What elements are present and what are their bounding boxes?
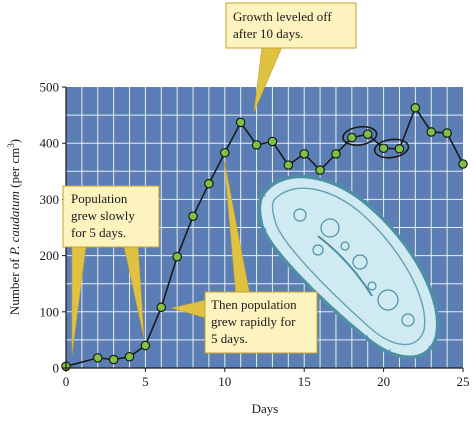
data-point (188, 211, 198, 222)
organelle (293, 208, 307, 222)
oral-groove (317, 235, 373, 297)
data-point (410, 102, 421, 113)
data-point (426, 127, 437, 137)
cilium (436, 297, 439, 302)
circled-group (373, 138, 410, 159)
cilium (425, 269, 429, 274)
cilium (387, 348, 391, 353)
callout-top-box (225, 2, 357, 49)
callout-slow-growth: Population grew slowly for 5 days. (62, 185, 160, 356)
x-tick-label: 0 (63, 374, 70, 389)
y-axis-label: Number of P. caudatum (per cm3) (6, 139, 22, 315)
cilium (366, 200, 369, 206)
callout-left-line1: Population (71, 191, 128, 206)
data-point (108, 354, 119, 365)
x-tick-label: 15 (298, 374, 311, 389)
cilium (318, 177, 323, 181)
cilium (276, 249, 281, 253)
y-axis-label-species: P. caudatum (7, 191, 22, 256)
data-point (220, 147, 230, 158)
cilium (436, 321, 441, 325)
cilium (279, 177, 283, 182)
data-point (347, 132, 357, 143)
x-tick-label: 5 (142, 374, 149, 389)
paramecium-cilia (257, 172, 441, 361)
paramecium-organelles (293, 208, 415, 327)
y-tick-label: 300 (40, 192, 60, 207)
data-point (283, 160, 294, 170)
organelle (340, 241, 350, 251)
paramecium-body (257, 174, 440, 359)
organelle (401, 313, 415, 327)
paramecium-illustration (257, 172, 441, 361)
cilium (257, 210, 261, 215)
data-point (362, 129, 373, 140)
y-axis-label-unit: (per cm (7, 148, 22, 191)
organelle (377, 289, 399, 311)
data-point (267, 136, 278, 147)
organelle (312, 244, 324, 256)
data-point (394, 144, 405, 154)
cilium (410, 355, 413, 361)
data-point (172, 251, 182, 262)
y-tick-label: 400 (40, 136, 60, 151)
cilium (389, 220, 393, 225)
cilium (298, 172, 301, 177)
callout-left-line3: for 5 days. (71, 225, 126, 240)
data-point (458, 159, 468, 169)
organelle (320, 218, 340, 238)
x-axis-label: Days (252, 401, 279, 416)
population-series (61, 102, 468, 372)
y-tick-label: 0 (53, 361, 60, 376)
data-point (235, 117, 246, 128)
callout-bottom-line2: grew rapidly for (211, 314, 296, 329)
callout-left-line2: grew slowly (71, 208, 135, 223)
cilium (428, 345, 433, 349)
cilium (264, 227, 267, 233)
data-point (315, 165, 325, 175)
callout-growth-leveled: Growth leveled off after 10 days. (225, 2, 357, 113)
organelle (367, 281, 377, 291)
y-tick-label: 100 (40, 304, 60, 319)
callout-bottom-line1: Then population (211, 297, 297, 312)
data-point (156, 302, 167, 313)
cilium (294, 273, 299, 277)
callout-bottom-box (204, 291, 318, 354)
circled-group (342, 125, 378, 146)
callout-top-line2: after 10 days. (233, 26, 303, 41)
y-tick-label: 500 (40, 80, 60, 95)
y-axis-label-main: Number of (7, 255, 22, 315)
x-tick-label: 25 (457, 374, 470, 389)
y-tick-label: 200 (40, 248, 60, 263)
data-point (92, 353, 103, 363)
cilium (341, 187, 346, 191)
data-point (140, 340, 151, 351)
callout-top-line1: Growth leveled off (233, 9, 332, 24)
x-tick-label: 20 (377, 374, 390, 389)
x-tick-label: 10 (218, 374, 231, 389)
cilium (318, 295, 321, 300)
cilium (341, 315, 345, 320)
data-point (331, 149, 341, 159)
callout-left-box (62, 185, 160, 248)
data-point (251, 140, 262, 150)
data-point (442, 128, 452, 138)
y-axis-label-close: ) (7, 139, 22, 143)
data-point (299, 149, 309, 159)
data-point (124, 351, 135, 362)
organelle (352, 254, 368, 270)
callout-rapid-growth: Then population grew rapidly for 5 days. (170, 158, 318, 354)
callout-bottom-line3: 5 days. (211, 331, 248, 346)
paramecium-inner-membrane (271, 187, 426, 346)
data-point (204, 178, 214, 189)
circled-points (342, 125, 410, 159)
data-point (378, 143, 389, 154)
tick-labels: 0 5 10 15 20 25 0 100 200 300 400 500 (40, 80, 470, 390)
y-axis-label-superscript: 3 (6, 143, 16, 148)
